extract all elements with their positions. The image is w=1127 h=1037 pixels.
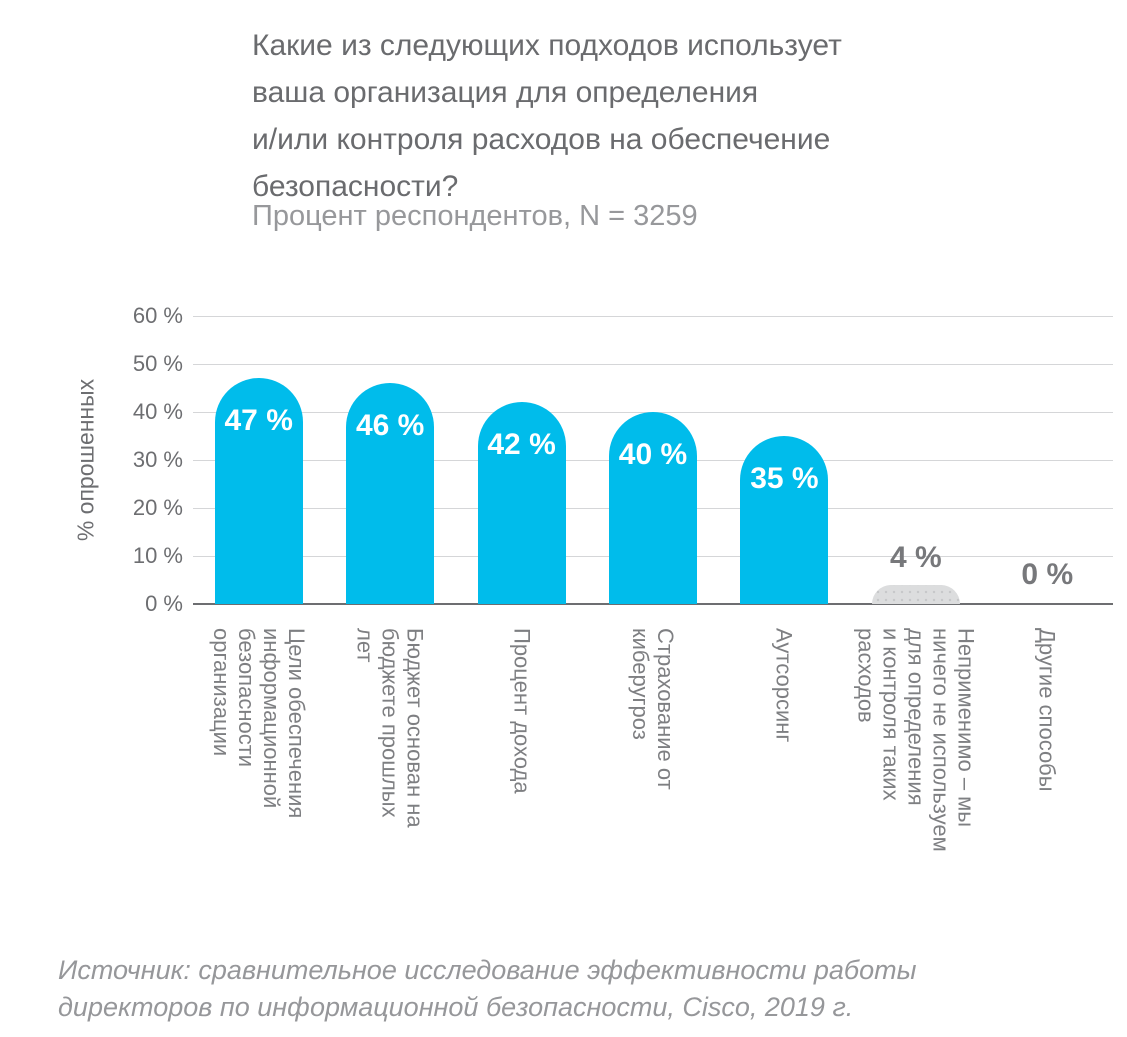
bar-value-label: 35 %	[750, 462, 819, 495]
y-tick-label: 20 %	[132, 495, 183, 520]
chart-title: Какие из следующих подходов использует в…	[252, 29, 842, 203]
gridline	[193, 364, 1113, 365]
x-category-label: Страхование от киберугроз	[628, 628, 678, 790]
bar-value-label: 47 %	[224, 404, 293, 438]
x-category-label: Бюджет основан на бюджете прошлых лет	[352, 628, 428, 828]
source-note: Источник: сравнительное исследование эфф…	[58, 955, 917, 1022]
bar-value-label: 0 %	[1021, 558, 1074, 591]
bar	[871, 584, 960, 604]
y-tick-label: 40 %	[132, 399, 183, 424]
y-tick-label: 0 %	[145, 591, 183, 616]
bar-value-label: 46 %	[355, 409, 425, 443]
x-axis-line	[193, 603, 1113, 605]
x-category-label: Другие способы	[1034, 628, 1060, 792]
bar	[477, 402, 566, 604]
bar	[346, 383, 435, 604]
bar	[214, 378, 303, 604]
bar	[740, 436, 829, 604]
bar	[609, 412, 697, 604]
y-tick-label: 60 %	[132, 303, 183, 328]
bar-value-label: 4 %	[889, 540, 942, 574]
gridline	[193, 316, 1113, 317]
x-category-label: Неприменимо – мы ничего не используем дл…	[853, 628, 979, 852]
bar-value-label: 40 %	[618, 438, 688, 471]
y-tick-label: 30 %	[132, 447, 183, 472]
bar-value-label: 42 %	[487, 428, 556, 462]
y-tick-label: 10 %	[132, 543, 183, 568]
x-category-label: Цели обеспечения информационной безопасн…	[208, 628, 309, 819]
chart-subtitle: Процент респондентов, N = 3259	[252, 200, 698, 232]
x-category-label: Аутсорсинг	[771, 628, 797, 743]
x-category-label: Процент дохода	[509, 628, 535, 794]
y-tick-label: 50 %	[132, 351, 183, 376]
